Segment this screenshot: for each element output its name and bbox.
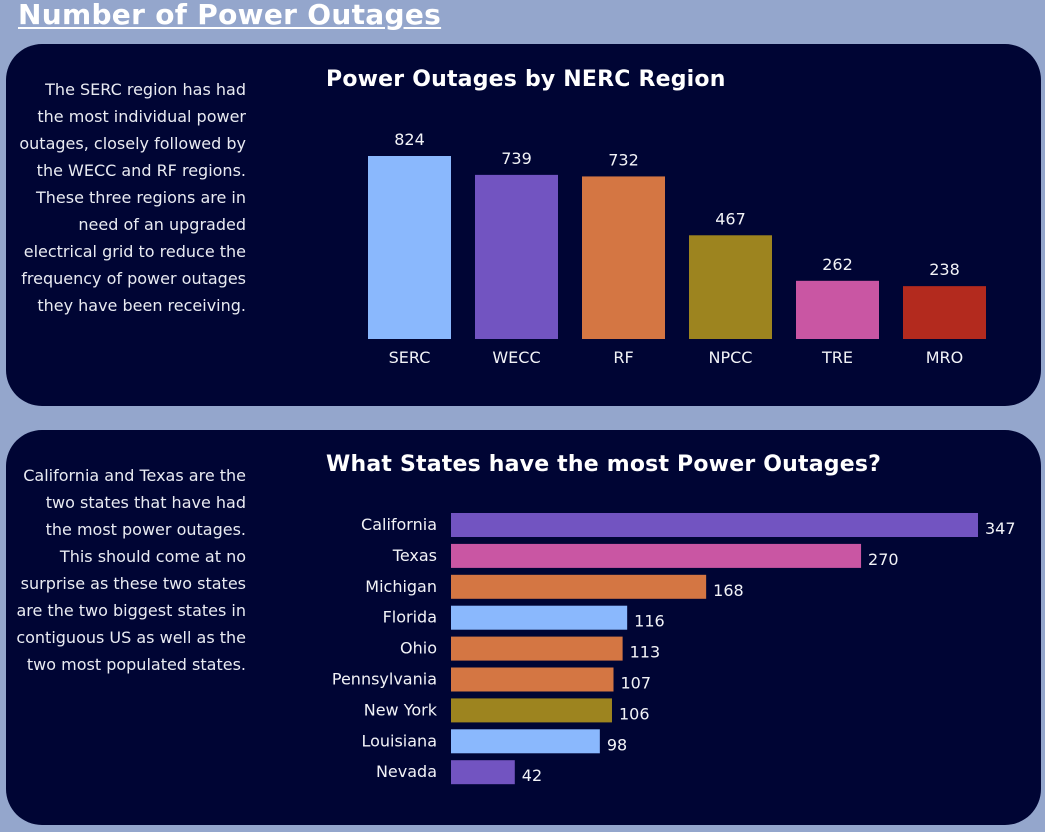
state-bar-chart: California 347 Texas 270 Michigan 168 Florida 1… [332,513,1016,785]
data-label-new-york: 106 [619,704,650,723]
region-chart-title: Power Outages by NERC Region [326,67,726,92]
category-label-michigan: Michigan [365,577,437,596]
category-label-ohio: Ohio [400,639,437,658]
page-title: Number of Power Outages [18,0,442,31]
data-label-louisiana: 98 [607,735,627,754]
bar-california [451,513,978,537]
state-chart-title: What States have the most Power Outages? [326,452,882,477]
bar-mro [903,286,986,339]
category-label-pennsylvania: Pennsylvania [332,670,437,689]
bar-new-york [451,698,612,723]
data-label-rf: 732 [608,150,639,169]
data-label-mro: 238 [929,260,960,279]
bar-nevada [451,760,515,785]
region-panel: The SERC region has had the most individ… [6,44,1041,406]
category-label-mro: MRO [926,348,964,367]
bar-louisiana [451,729,600,754]
category-label-tre: TRE [821,348,853,367]
state-commentary: California and Texas are the two states … [16,466,246,674]
data-label-california: 347 [985,519,1016,538]
data-label-npcc: 467 [715,209,746,228]
category-label-rf: RF [613,348,633,367]
category-label-florida: Florida [383,608,437,627]
data-label-michigan: 168 [713,581,744,600]
data-label-texas: 270 [868,550,899,569]
data-label-nevada: 42 [522,766,542,785]
bar-tre [796,280,879,339]
data-label-ohio: 113 [630,643,661,662]
category-label-wecc: WECC [492,348,540,367]
category-label-npcc: NPCC [709,348,753,367]
bar-michigan [451,574,707,599]
bar-wecc [475,174,558,339]
region-bar-chart: 824 SERC 739 WECC 732 RF 467 NPCC 262 TRE 238 MRO [368,130,986,367]
data-label-tre: 262 [822,255,853,274]
category-label-serc: SERC [389,348,431,367]
bar-texas [451,543,862,568]
category-label-louisiana: Louisiana [361,731,437,750]
bar-rf [582,176,665,339]
bar-florida [451,605,628,630]
data-label-wecc: 739 [501,149,532,168]
category-label-new-york: New York [364,700,438,719]
bar-serc [368,156,451,339]
data-label-pennsylvania: 107 [621,674,652,693]
bar-npcc [689,235,772,339]
data-label-florida: 116 [634,612,665,631]
category-label-nevada: Nevada [376,762,437,781]
region-commentary: The SERC region has had the most individ… [19,80,246,315]
bar-ohio [451,636,623,661]
state-panel: California and Texas are the two states … [6,430,1041,825]
category-label-texas: Texas [392,546,437,565]
data-label-serc: 824 [394,130,425,149]
bar-pennsylvania [451,667,614,692]
category-label-california: California [361,515,437,534]
